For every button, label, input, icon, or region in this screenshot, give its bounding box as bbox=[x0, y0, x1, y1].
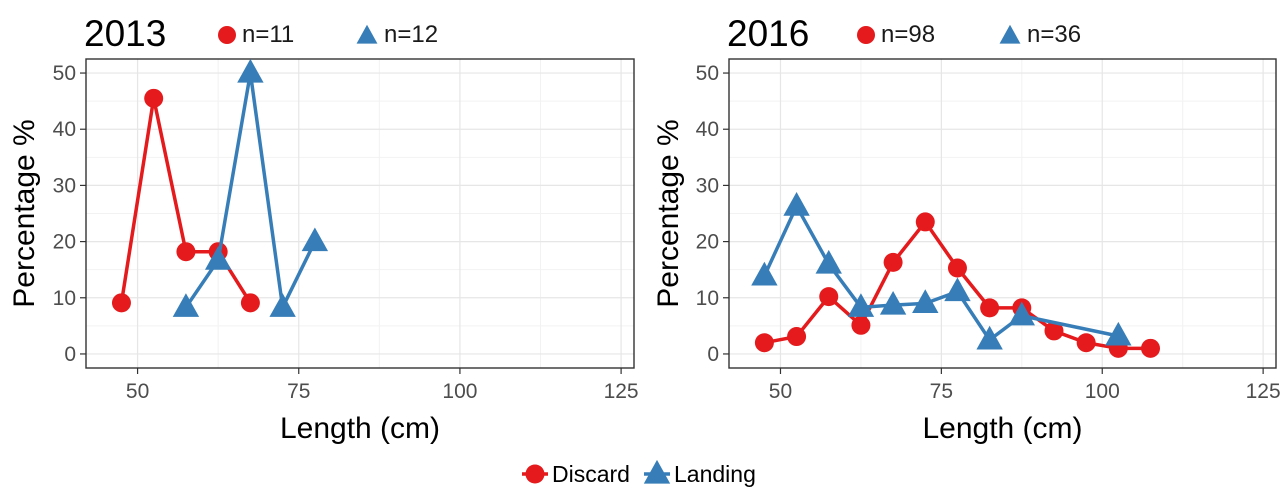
discard-point bbox=[111, 293, 131, 313]
landing-point bbox=[237, 58, 264, 83]
x-tick-label: 50 bbox=[769, 380, 792, 403]
y-tick-label: 30 bbox=[696, 174, 719, 197]
y-tick-label: 50 bbox=[696, 62, 719, 85]
landing-point bbox=[944, 277, 971, 302]
y-tick-label: 40 bbox=[696, 118, 719, 141]
landing-point bbox=[847, 293, 875, 317]
landing-point bbox=[269, 293, 296, 317]
y-axis-title: Percentage % bbox=[8, 119, 41, 307]
landing-point bbox=[879, 290, 907, 315]
discard-point bbox=[1044, 321, 1064, 341]
discard-point bbox=[787, 327, 807, 347]
discard-point bbox=[851, 315, 871, 335]
landing-point bbox=[751, 261, 778, 286]
landing-n-marker bbox=[999, 24, 1021, 44]
x-tick-label: 75 bbox=[287, 380, 310, 403]
discard-point bbox=[819, 287, 839, 307]
landing-n-label: n=12 bbox=[384, 21, 438, 48]
landing-point bbox=[815, 249, 842, 274]
landing-line bbox=[762, 204, 1119, 342]
discard-point bbox=[144, 88, 164, 108]
discard-n-marker bbox=[857, 26, 875, 44]
y-tick-label: 10 bbox=[53, 287, 76, 310]
panel-2016: 0 10 20 30 40 50 50 75 100 125 Length (cm) Percenta… bbox=[652, 13, 1281, 445]
discard-point bbox=[176, 242, 196, 262]
x-tick-label: 50 bbox=[126, 380, 149, 403]
legend-landing-marker bbox=[643, 459, 671, 484]
landing-n-label: n=36 bbox=[1027, 21, 1081, 48]
x-axis-title: Length (cm) bbox=[280, 412, 440, 445]
discard-n-marker bbox=[218, 26, 236, 44]
panel-2013: 0 10 20 30 40 50 50 75 100 125 Length (cm) Percenta… bbox=[8, 13, 639, 445]
discard-n-label: n=11 bbox=[242, 21, 294, 48]
y-tick-label: 50 bbox=[53, 62, 76, 85]
landing-point bbox=[976, 325, 1003, 350]
discard-point bbox=[1076, 333, 1096, 353]
discard-point bbox=[240, 293, 260, 313]
landing-n-marker bbox=[356, 24, 378, 44]
panel-title: 2016 bbox=[727, 13, 809, 54]
landing-point bbox=[301, 227, 329, 252]
y-axis-title: Percentage % bbox=[652, 119, 685, 307]
legend-discard-marker bbox=[525, 464, 545, 484]
y-tick-label: 10 bbox=[696, 287, 719, 310]
landing-point bbox=[1008, 301, 1036, 326]
x-tick-label: 100 bbox=[1085, 380, 1120, 403]
landing-point bbox=[1105, 321, 1132, 346]
discard-point bbox=[1141, 338, 1161, 358]
discard-point bbox=[883, 252, 903, 272]
legend-discard-label: Discard bbox=[552, 461, 630, 487]
discard-point bbox=[754, 333, 774, 353]
x-tick-label: 100 bbox=[442, 380, 477, 403]
discard-point bbox=[915, 212, 935, 232]
y-tick-label: 0 bbox=[707, 343, 719, 366]
x-tick-label: 125 bbox=[1246, 380, 1281, 403]
x-axis-title: Length (cm) bbox=[922, 412, 1082, 445]
landing-point bbox=[204, 245, 232, 270]
y-tick-label: 20 bbox=[696, 231, 719, 254]
landing-point bbox=[783, 192, 810, 216]
plot-border bbox=[85, 58, 635, 369]
discard-point bbox=[980, 298, 1000, 318]
discard-point bbox=[947, 258, 967, 278]
legend: Discard Landing bbox=[522, 459, 756, 487]
y-tick-label: 40 bbox=[53, 118, 76, 141]
x-tick-label: 75 bbox=[930, 380, 953, 403]
landing-point bbox=[912, 289, 939, 313]
y-tick-label: 30 bbox=[53, 174, 76, 197]
y-tick-label: 0 bbox=[64, 343, 76, 366]
y-tick-label: 20 bbox=[53, 231, 76, 254]
x-tick-label: 125 bbox=[604, 380, 639, 403]
plot-border bbox=[728, 58, 1277, 369]
landing-point bbox=[172, 293, 200, 317]
discard-n-label: n=98 bbox=[881, 21, 935, 48]
legend-landing-label: Landing bbox=[674, 461, 756, 487]
panel-title: 2013 bbox=[84, 13, 166, 54]
